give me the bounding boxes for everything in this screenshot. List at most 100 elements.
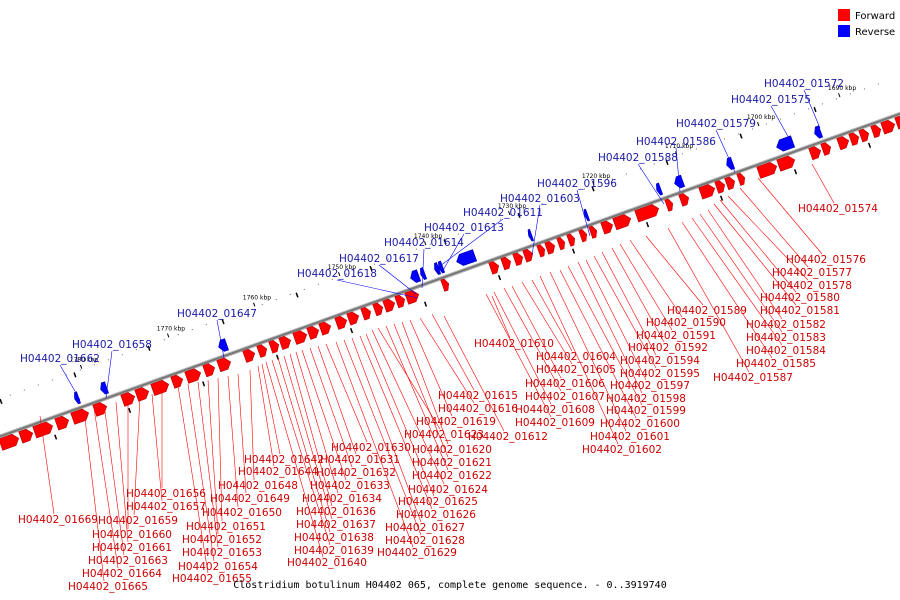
forward-gene (858, 128, 870, 143)
ruler-dot (457, 233, 459, 235)
forward-gene (556, 237, 566, 251)
forward-leader-line (611, 247, 665, 343)
ruler-tick (253, 302, 256, 307)
forward-gene-label: H04402_01598 (606, 393, 686, 405)
forward-leader-line (283, 355, 333, 520)
forward-gene (566, 233, 576, 247)
ruler-dot (121, 354, 123, 356)
tick-label: 1720 kbp (582, 173, 610, 180)
forward-gene-label: H04402_01627 (385, 522, 465, 534)
forward-gene (32, 421, 54, 439)
ruler-dot (387, 258, 389, 260)
forward-gene (756, 161, 778, 179)
orf-mark (423, 301, 428, 307)
ruler-dot (597, 183, 599, 185)
forward-gene-label: H04402_01589 (667, 305, 747, 317)
forward-leader-line (83, 409, 105, 582)
forward-leader-line (217, 377, 223, 522)
reverse-leader-line (637, 163, 665, 205)
ruler-dot (821, 103, 823, 105)
forward-gene (318, 321, 332, 336)
forward-gene (346, 311, 360, 326)
ruler-dot (163, 339, 165, 341)
forward-gene (894, 115, 900, 130)
forward-gene-label: H04402_01621 (412, 457, 492, 469)
ruler-tick (508, 211, 511, 216)
forward-gene-label: H04402_01576 (786, 254, 866, 266)
forward-gene (588, 225, 598, 239)
leader-layer (39, 89, 835, 582)
forward-gene-label: H04402_01642 (244, 454, 324, 466)
reverse-gene (74, 391, 81, 405)
forward-leader-line (739, 187, 809, 268)
forward-gene-label: H04402_01629 (377, 547, 457, 559)
forward-gene (360, 306, 372, 321)
forward-gene (216, 357, 232, 373)
forward-gene-label: H04402_01625 (398, 496, 478, 508)
orf-mark (443, 239, 447, 245)
orf-mark (739, 133, 743, 139)
reverse-gene-label: H04402_01596 (537, 178, 617, 190)
forward-leader-line (393, 323, 449, 458)
forward-leader-line (227, 375, 239, 508)
ruler-dot (359, 268, 361, 270)
forward-gene-label: H04402_01622 (412, 470, 492, 482)
ruler-dot (373, 263, 375, 265)
ruler-dot (765, 123, 767, 125)
forward-gene (870, 124, 882, 139)
reverse-leader-line (421, 248, 425, 289)
ruler-dot (835, 98, 837, 100)
legend-forward-label: Forward (855, 11, 895, 22)
forward-gene-label: H04402_01633 (310, 480, 390, 492)
forward-leader-line (699, 213, 783, 333)
forward-gene-label: H04402_01661 (92, 542, 172, 554)
ruler-dot (93, 364, 95, 366)
forward-leader-line (629, 239, 683, 318)
forward-gene (488, 261, 500, 275)
forward-leader-line (295, 351, 339, 494)
map-caption: Clostridium botulinum H04402 065, comple… (233, 580, 666, 591)
reverse-leader-line (803, 89, 821, 129)
forward-gene (820, 142, 832, 156)
forward-leader-line (503, 287, 562, 392)
forward-gene-label: H04402_01630 (331, 442, 411, 454)
forward-leader-line (301, 349, 347, 481)
reverse-gene (726, 156, 736, 171)
forward-gene (404, 290, 420, 305)
orf-mark (719, 195, 724, 201)
tick-label: 1740 kbp (414, 233, 442, 240)
ruler-dot (9, 394, 11, 396)
genome-backbone (0, 112, 900, 438)
forward-gene (268, 339, 280, 354)
forward-leader-line (593, 255, 657, 369)
reverse-gene (583, 208, 591, 222)
forward-gene (776, 155, 796, 172)
forward-gene-label: H04402_01665 (68, 581, 148, 593)
orf-mark (54, 434, 58, 440)
forward-gene (92, 402, 108, 417)
ruler-dot (345, 273, 347, 275)
forward-gene (714, 180, 726, 194)
forward-gene (880, 119, 896, 135)
forward-gene-label: H04402_01609 (515, 417, 595, 429)
forward-gene-label: H04402_01660 (92, 529, 172, 541)
forward-leader-line (115, 401, 129, 543)
ruler-dot (723, 138, 725, 140)
reverse-gene (218, 338, 229, 352)
ruler-dot (471, 228, 473, 230)
forward-gene (278, 335, 292, 350)
forward-gene-label: H04402_01606 (525, 378, 605, 390)
ruler-dot (415, 248, 417, 250)
orf-mark (571, 248, 576, 254)
ruler-dot (681, 153, 683, 155)
forward-leader-line (207, 379, 219, 535)
forward-gene-label: H04402_01623 (404, 429, 484, 441)
orf-mark (73, 372, 77, 378)
forward-gene-label: H04402_01578 (772, 280, 852, 292)
forward-gene-label: H04402_01634 (302, 493, 382, 505)
orf-mark (665, 159, 669, 166)
legend-forward-swatch (838, 9, 850, 21)
ruler-dot (737, 133, 739, 135)
ruler-dot (289, 293, 291, 295)
